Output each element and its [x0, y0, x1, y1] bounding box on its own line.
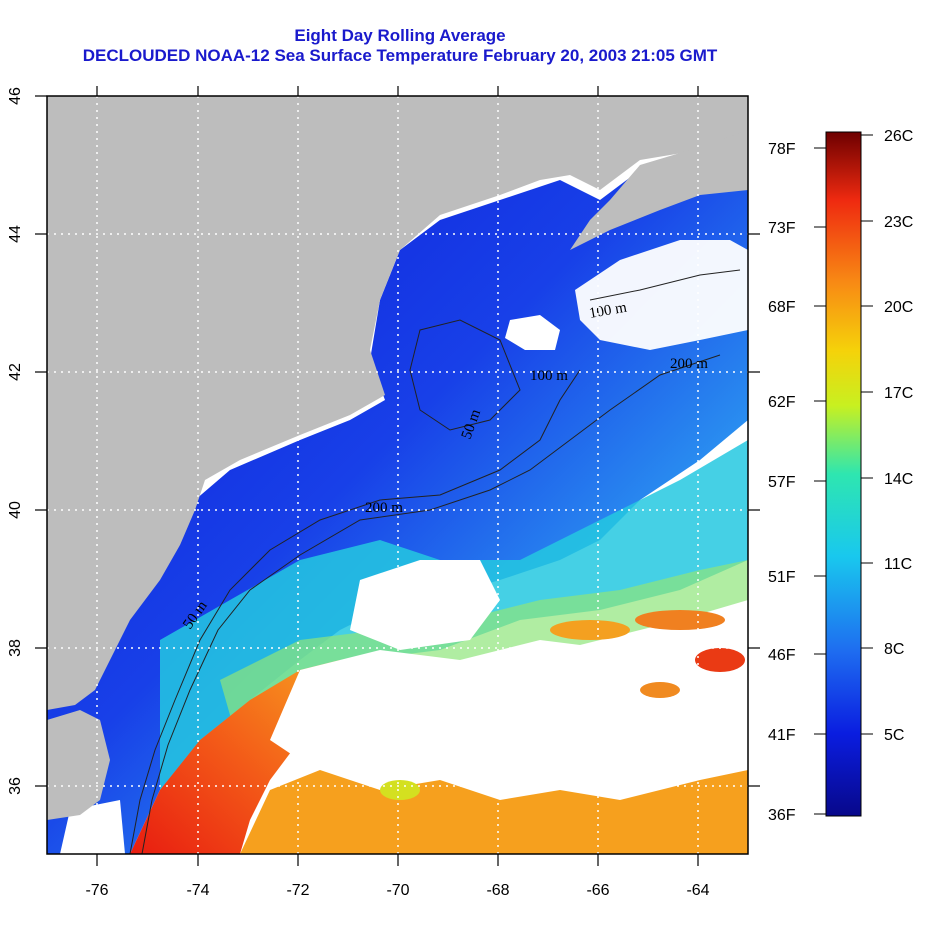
colorbar-f-labels: 78F 73F 68F 62F 57F 51F 46F 41F 36F: [768, 141, 796, 824]
no-data-patch-3: [505, 315, 560, 350]
lon-label: -66: [586, 882, 609, 899]
contour-50m: [129, 369, 581, 854]
contour-label-5: 200 m: [670, 356, 708, 372]
c-label: 23C: [884, 214, 913, 231]
f-label: 46F: [768, 647, 796, 664]
colorbar: 78F 73F 68F 62F 57F 51F 46F 41F 36F 26C …: [768, 128, 913, 824]
lon-label: -76: [85, 882, 108, 899]
contour-200m: [141, 354, 721, 854]
warm-blob-2: [635, 610, 725, 630]
lon-label: -64: [686, 882, 709, 899]
no-data-patch-1: [350, 560, 500, 650]
chart-title: Eight Day Rolling Average DECLOUDED NOAA…: [0, 26, 800, 66]
warm-blob-3: [640, 682, 680, 698]
lat-label: 42: [7, 363, 24, 381]
lon-label: -74: [186, 882, 209, 899]
lat-label: 44: [7, 225, 24, 243]
warm-blob-4: [695, 648, 745, 672]
warm-blob-1: [550, 620, 630, 640]
latitude-labels: 46 44 42 40 38 36: [7, 87, 24, 795]
c-label: 14C: [884, 471, 913, 488]
f-label: 73F: [768, 220, 796, 237]
land-lower-shore: [47, 710, 110, 820]
contour-label-2: 200 m: [365, 500, 403, 516]
warm-water-east: [240, 770, 748, 854]
contour-label-3: 100 m: [530, 368, 568, 384]
lon-label: -68: [486, 882, 509, 899]
lat-label: 36: [7, 777, 24, 795]
axis-ticks: [35, 86, 760, 866]
contour-scotian-shelf: [589, 269, 741, 301]
f-label: 51F: [768, 569, 796, 586]
lat-label: 40: [7, 501, 24, 519]
land-mainland: [47, 96, 748, 710]
f-label: 57F: [768, 474, 796, 491]
f-label: 41F: [768, 727, 796, 744]
c-label: 20C: [884, 299, 913, 316]
title-line-1: Eight Day Rolling Average: [294, 26, 506, 45]
lat-label: 46: [7, 87, 24, 105]
warm-blob-5: [380, 780, 420, 800]
c-label: 17C: [884, 385, 913, 402]
no-data-shelf: [575, 240, 748, 350]
contour-label-6: 100 m: [588, 300, 628, 322]
f-label: 36F: [768, 807, 796, 824]
no-data-patch-2: [270, 640, 748, 780]
longitude-labels: -76 -74 -72 -70 -68 -66 -64: [85, 882, 709, 899]
colorbar-scale: [825, 131, 862, 817]
colorbar-c-labels: 26C 23C 20C 17C 14C 11C 8C 5C: [884, 128, 913, 744]
f-label: 78F: [768, 141, 796, 158]
c-label: 11C: [884, 556, 912, 573]
f-label: 62F: [768, 394, 796, 411]
c-label: 26C: [884, 128, 913, 145]
lon-label: -70: [386, 882, 409, 899]
f-label: 68F: [768, 299, 796, 316]
title-line-2: DECLOUDED NOAA-12 Sea Surface Temperatur…: [82, 46, 718, 65]
c-label: 5C: [884, 727, 904, 744]
land-nova-scotia: [570, 130, 748, 250]
lat-label: 38: [7, 639, 24, 657]
contour-100m-gulf: [409, 319, 521, 431]
c-label: 8C: [884, 641, 904, 658]
graticule: [47, 96, 748, 854]
lon-label: -72: [286, 882, 309, 899]
bathymetry-contours: [129, 269, 741, 854]
